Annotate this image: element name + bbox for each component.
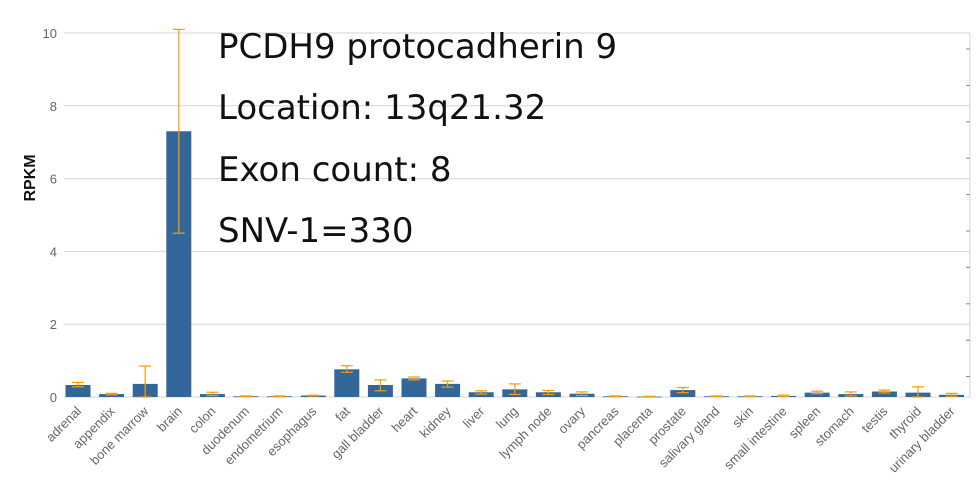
right-axis-ticks <box>966 33 971 397</box>
bars <box>65 131 965 398</box>
bar <box>670 390 696 397</box>
y-tick-label: 2 <box>50 317 57 332</box>
x-tick-label: lung <box>493 404 521 432</box>
exon-count-text: Exon count: 8 <box>218 150 452 190</box>
bar <box>401 378 427 397</box>
location-text: Location: 13q21.32 <box>218 88 546 128</box>
x-tick-label: fat <box>332 403 353 424</box>
bar <box>99 394 125 397</box>
y-tick-label: 10 <box>43 26 57 41</box>
y-tick-labels: 0 2 4 6 8 10 <box>43 26 57 405</box>
y-tick-label: 6 <box>50 172 57 187</box>
x-tick-label: kidney <box>417 403 455 441</box>
y-tick-label: 8 <box>50 99 57 114</box>
gene-title: PCDH9 protocadherin 9 <box>218 27 617 67</box>
x-tick-label: skin <box>729 404 756 431</box>
x-tick-label: brain <box>154 404 185 435</box>
info-panel: PCDH9 protocadherin 9 Location: 13q21.32… <box>218 27 617 251</box>
bar <box>334 369 360 397</box>
y-tick-label: 0 <box>50 390 57 405</box>
y-axis-label: RPKM <box>22 154 39 201</box>
y-tick-label: 4 <box>50 244 57 259</box>
bar <box>435 383 461 397</box>
x-tick-label: liver <box>460 403 488 431</box>
error-bars <box>72 28 958 398</box>
bar <box>804 392 830 397</box>
bar <box>65 384 91 397</box>
snv-text: SNV-1=330 <box>218 211 414 251</box>
bar <box>871 391 897 397</box>
